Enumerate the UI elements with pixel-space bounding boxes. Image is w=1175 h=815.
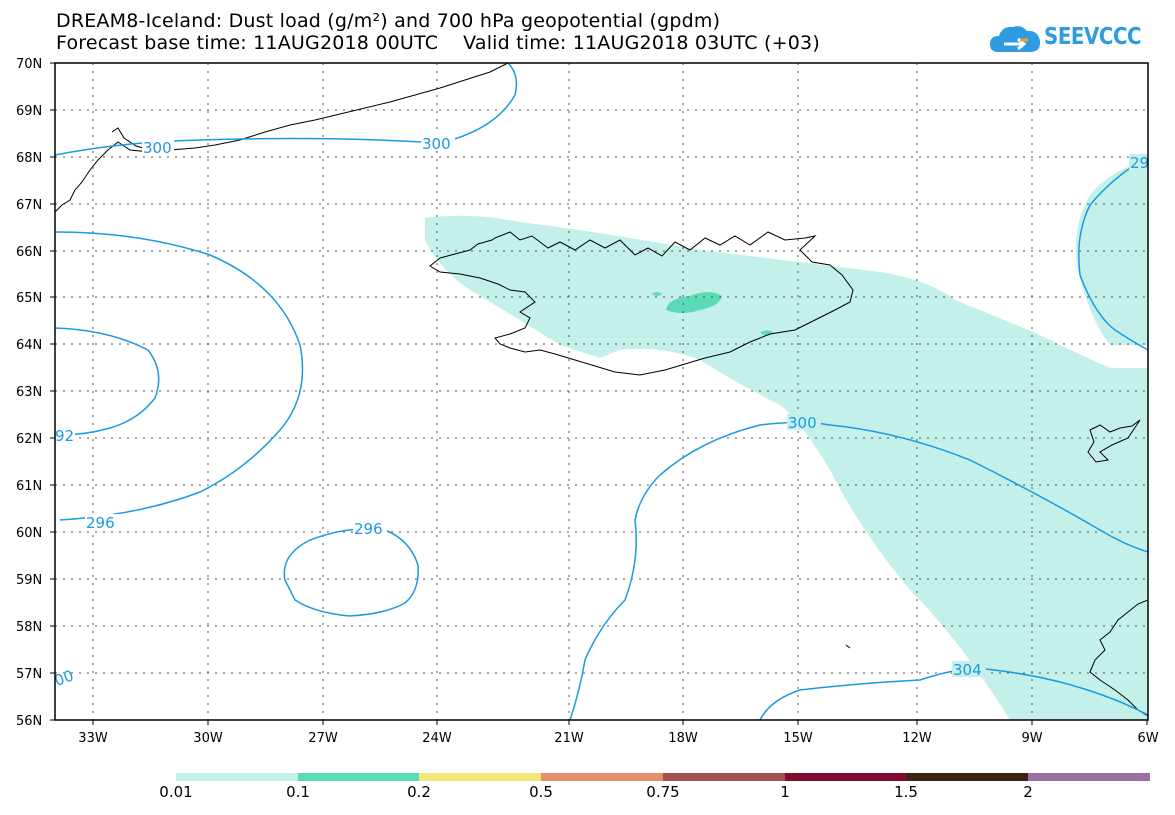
legend-swatch	[419, 773, 541, 781]
lat-label: 68N	[16, 151, 42, 166]
contour-label-296-c: 296	[354, 520, 383, 538]
logo-text: SEEVCCC	[1044, 24, 1142, 50]
greenland-coast-inner	[111, 127, 151, 151]
lon-label: 27W	[308, 731, 338, 746]
contour-label-group: 300 300 29 92 296 296 300 304 00	[52, 135, 1149, 690]
map-title-line2: Forecast base time: 11AUG2018 00UTC Vali…	[56, 32, 820, 54]
lon-label: 12W	[902, 731, 932, 746]
gridlines	[55, 63, 1148, 720]
contour-296-center	[283, 528, 419, 617]
legend-swatch	[785, 773, 906, 781]
cloud-icon	[990, 26, 1041, 52]
lon-label: 21W	[554, 731, 584, 746]
lat-label: 70N	[16, 57, 42, 72]
contour-300-south	[569, 421, 1148, 720]
contour-label-300-nw: 300	[143, 139, 172, 157]
lat-label: 62N	[16, 432, 42, 447]
faroe-islands	[1087, 419, 1141, 463]
lat-label: 67N	[16, 198, 42, 213]
dust-area-mid-small	[652, 292, 662, 296]
legend-label: 0.01	[159, 783, 193, 801]
lon-label: 15W	[783, 731, 813, 746]
contour-292-west	[55, 327, 160, 436]
iceland-coast	[429, 231, 854, 376]
latitude-labels: 70N 69N 68N 67N 66N 65N 64N 63N 62N 61N …	[16, 57, 42, 729]
legend-swatch	[906, 773, 1028, 781]
lat-label: 58N	[16, 620, 42, 635]
contour-label-92-w: 92	[55, 427, 74, 445]
lon-label: 33W	[78, 731, 108, 746]
legend-label: 1.5	[894, 783, 918, 801]
legend-swatch	[1028, 773, 1150, 781]
contour-label-29-e: 29	[1130, 154, 1149, 172]
legend-label: 0.75	[646, 783, 680, 801]
legend-swatch	[663, 773, 785, 781]
legend-label: 1	[780, 783, 790, 801]
contour-label-00-sw: 00	[52, 666, 76, 689]
contour-label-304: 304	[953, 661, 982, 679]
legend-swatch	[176, 773, 298, 781]
lat-label: 64N	[16, 338, 42, 353]
map-title-line1: DREAM8-Iceland: Dust load (g/m²) and 700…	[56, 10, 721, 32]
lon-label: 30W	[193, 731, 223, 746]
legend-label: 0.2	[407, 783, 431, 801]
lat-label: 59N	[16, 573, 42, 588]
dust-area-mid	[666, 292, 722, 313]
lat-label: 69N	[16, 104, 42, 119]
small-island	[845, 644, 851, 649]
contour-292-east	[1078, 156, 1148, 351]
contour-label-300-n: 300	[422, 135, 451, 153]
contour-296-west	[55, 231, 304, 521]
lon-label: 18W	[668, 731, 698, 746]
longitude-labels: 33W 30W 27W 24W 21W 18W 15W 12W 9W 6W	[78, 731, 1158, 746]
axis-ticks	[50, 62, 1148, 725]
lon-label: 9W	[1021, 731, 1042, 746]
lat-label: 63N	[16, 385, 42, 400]
lat-label: 65N	[16, 291, 42, 306]
dust-area-low-east	[1075, 160, 1148, 345]
legend-colorbar	[176, 773, 1150, 781]
scotland-coast	[1089, 599, 1148, 717]
contour-label-296-w: 296	[86, 514, 115, 532]
lon-label: 6W	[1137, 731, 1158, 746]
dust-area-low	[425, 215, 1148, 720]
geopotential-contours	[55, 63, 1148, 720]
lat-label: 61N	[16, 479, 42, 494]
lat-label: 66N	[16, 245, 42, 260]
lat-label: 60N	[16, 526, 42, 541]
lon-label: 24W	[422, 731, 452, 746]
legend-label: 0.1	[286, 783, 310, 801]
legend-swatch	[298, 773, 419, 781]
lat-label: 57N	[16, 667, 42, 682]
coastlines	[55, 63, 1148, 717]
seevccc-logo: SEEVCCC	[990, 20, 1142, 60]
legend-label: 2	[1023, 783, 1033, 801]
legend-label: 0.5	[529, 783, 553, 801]
greenland-coast	[55, 63, 509, 213]
contour-label-300-s: 300	[788, 414, 817, 432]
lat-label: 56N	[16, 714, 42, 729]
legend-swatch	[541, 773, 663, 781]
